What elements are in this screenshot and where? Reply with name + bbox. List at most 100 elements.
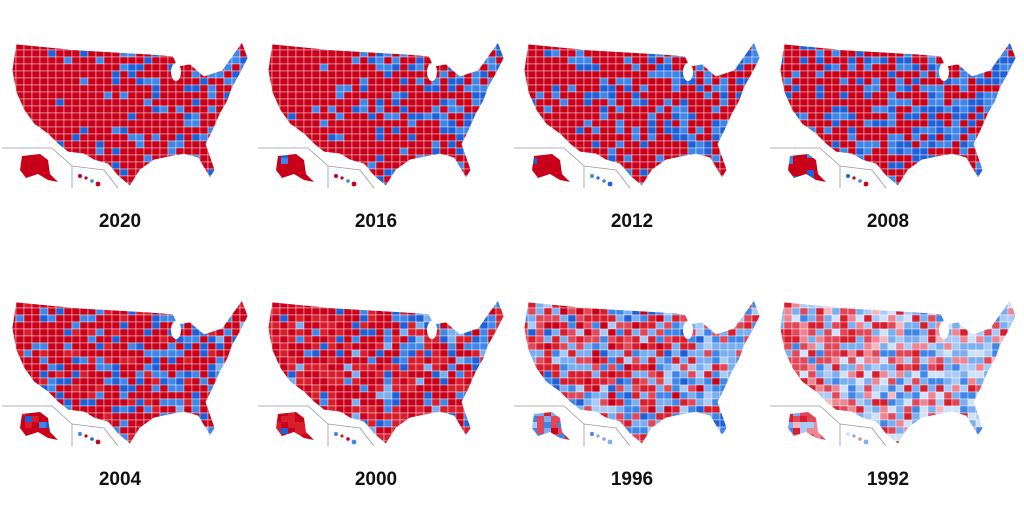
county xyxy=(487,112,497,121)
county xyxy=(127,398,137,407)
county xyxy=(687,91,697,100)
county xyxy=(639,168,649,177)
county xyxy=(847,42,857,44)
county xyxy=(503,384,504,393)
county xyxy=(791,42,801,51)
county xyxy=(743,398,753,407)
county xyxy=(599,384,609,393)
county xyxy=(383,300,393,309)
county xyxy=(359,300,369,309)
county xyxy=(1007,126,1016,135)
county xyxy=(487,321,497,330)
county xyxy=(311,363,321,372)
county xyxy=(351,91,361,100)
county xyxy=(559,328,569,337)
county xyxy=(855,84,865,93)
county xyxy=(20,170,25,176)
county xyxy=(647,377,657,386)
county xyxy=(231,168,241,177)
county xyxy=(287,175,297,184)
county xyxy=(39,328,49,337)
county xyxy=(583,133,593,142)
county xyxy=(463,419,473,428)
county xyxy=(279,321,289,330)
county xyxy=(281,434,288,440)
county xyxy=(127,112,137,121)
county xyxy=(503,342,504,351)
county xyxy=(751,405,760,414)
county xyxy=(711,377,721,386)
county xyxy=(455,147,465,156)
county xyxy=(524,105,529,114)
county xyxy=(671,175,681,184)
county xyxy=(239,363,248,372)
county xyxy=(167,440,177,444)
county xyxy=(271,119,281,128)
county xyxy=(463,49,473,58)
county xyxy=(268,349,273,358)
county xyxy=(759,133,760,142)
county xyxy=(911,161,921,170)
county xyxy=(524,182,529,186)
county xyxy=(911,154,921,163)
county xyxy=(565,164,570,170)
county xyxy=(55,433,65,442)
county xyxy=(807,176,814,182)
county xyxy=(271,321,281,330)
county xyxy=(647,328,657,337)
county xyxy=(535,133,545,142)
county xyxy=(247,384,248,393)
county xyxy=(524,398,529,407)
county xyxy=(103,363,113,372)
county xyxy=(191,335,201,344)
county xyxy=(415,440,425,444)
county xyxy=(39,428,46,434)
county xyxy=(63,161,73,170)
county xyxy=(279,391,289,400)
county xyxy=(431,412,441,421)
county xyxy=(919,140,929,149)
county xyxy=(759,119,760,128)
county xyxy=(415,161,425,170)
county xyxy=(175,384,185,393)
county xyxy=(39,377,49,386)
county xyxy=(623,161,633,170)
county xyxy=(423,426,433,435)
county xyxy=(431,168,441,177)
county xyxy=(12,154,17,163)
county xyxy=(735,147,745,156)
county xyxy=(655,356,665,365)
county xyxy=(831,154,841,163)
county xyxy=(759,321,760,330)
county xyxy=(695,140,705,149)
county xyxy=(655,133,665,142)
county xyxy=(143,328,153,337)
county xyxy=(927,98,937,107)
county xyxy=(567,105,577,114)
county xyxy=(375,154,385,163)
county xyxy=(479,349,489,358)
county xyxy=(495,168,504,177)
county xyxy=(39,321,49,330)
county xyxy=(375,105,385,114)
county xyxy=(495,356,504,365)
county xyxy=(551,98,561,107)
county xyxy=(231,356,241,365)
county xyxy=(471,314,481,323)
county xyxy=(814,158,821,164)
county xyxy=(711,328,721,337)
county xyxy=(55,321,65,330)
county xyxy=(999,168,1009,177)
county xyxy=(780,161,785,170)
county xyxy=(223,119,233,128)
county xyxy=(895,105,905,114)
county xyxy=(487,433,497,442)
county xyxy=(1015,147,1016,156)
county xyxy=(87,98,97,107)
county xyxy=(999,154,1009,163)
county xyxy=(495,349,504,358)
county xyxy=(167,56,177,65)
county xyxy=(671,112,681,121)
county xyxy=(119,161,129,170)
county xyxy=(119,147,129,156)
